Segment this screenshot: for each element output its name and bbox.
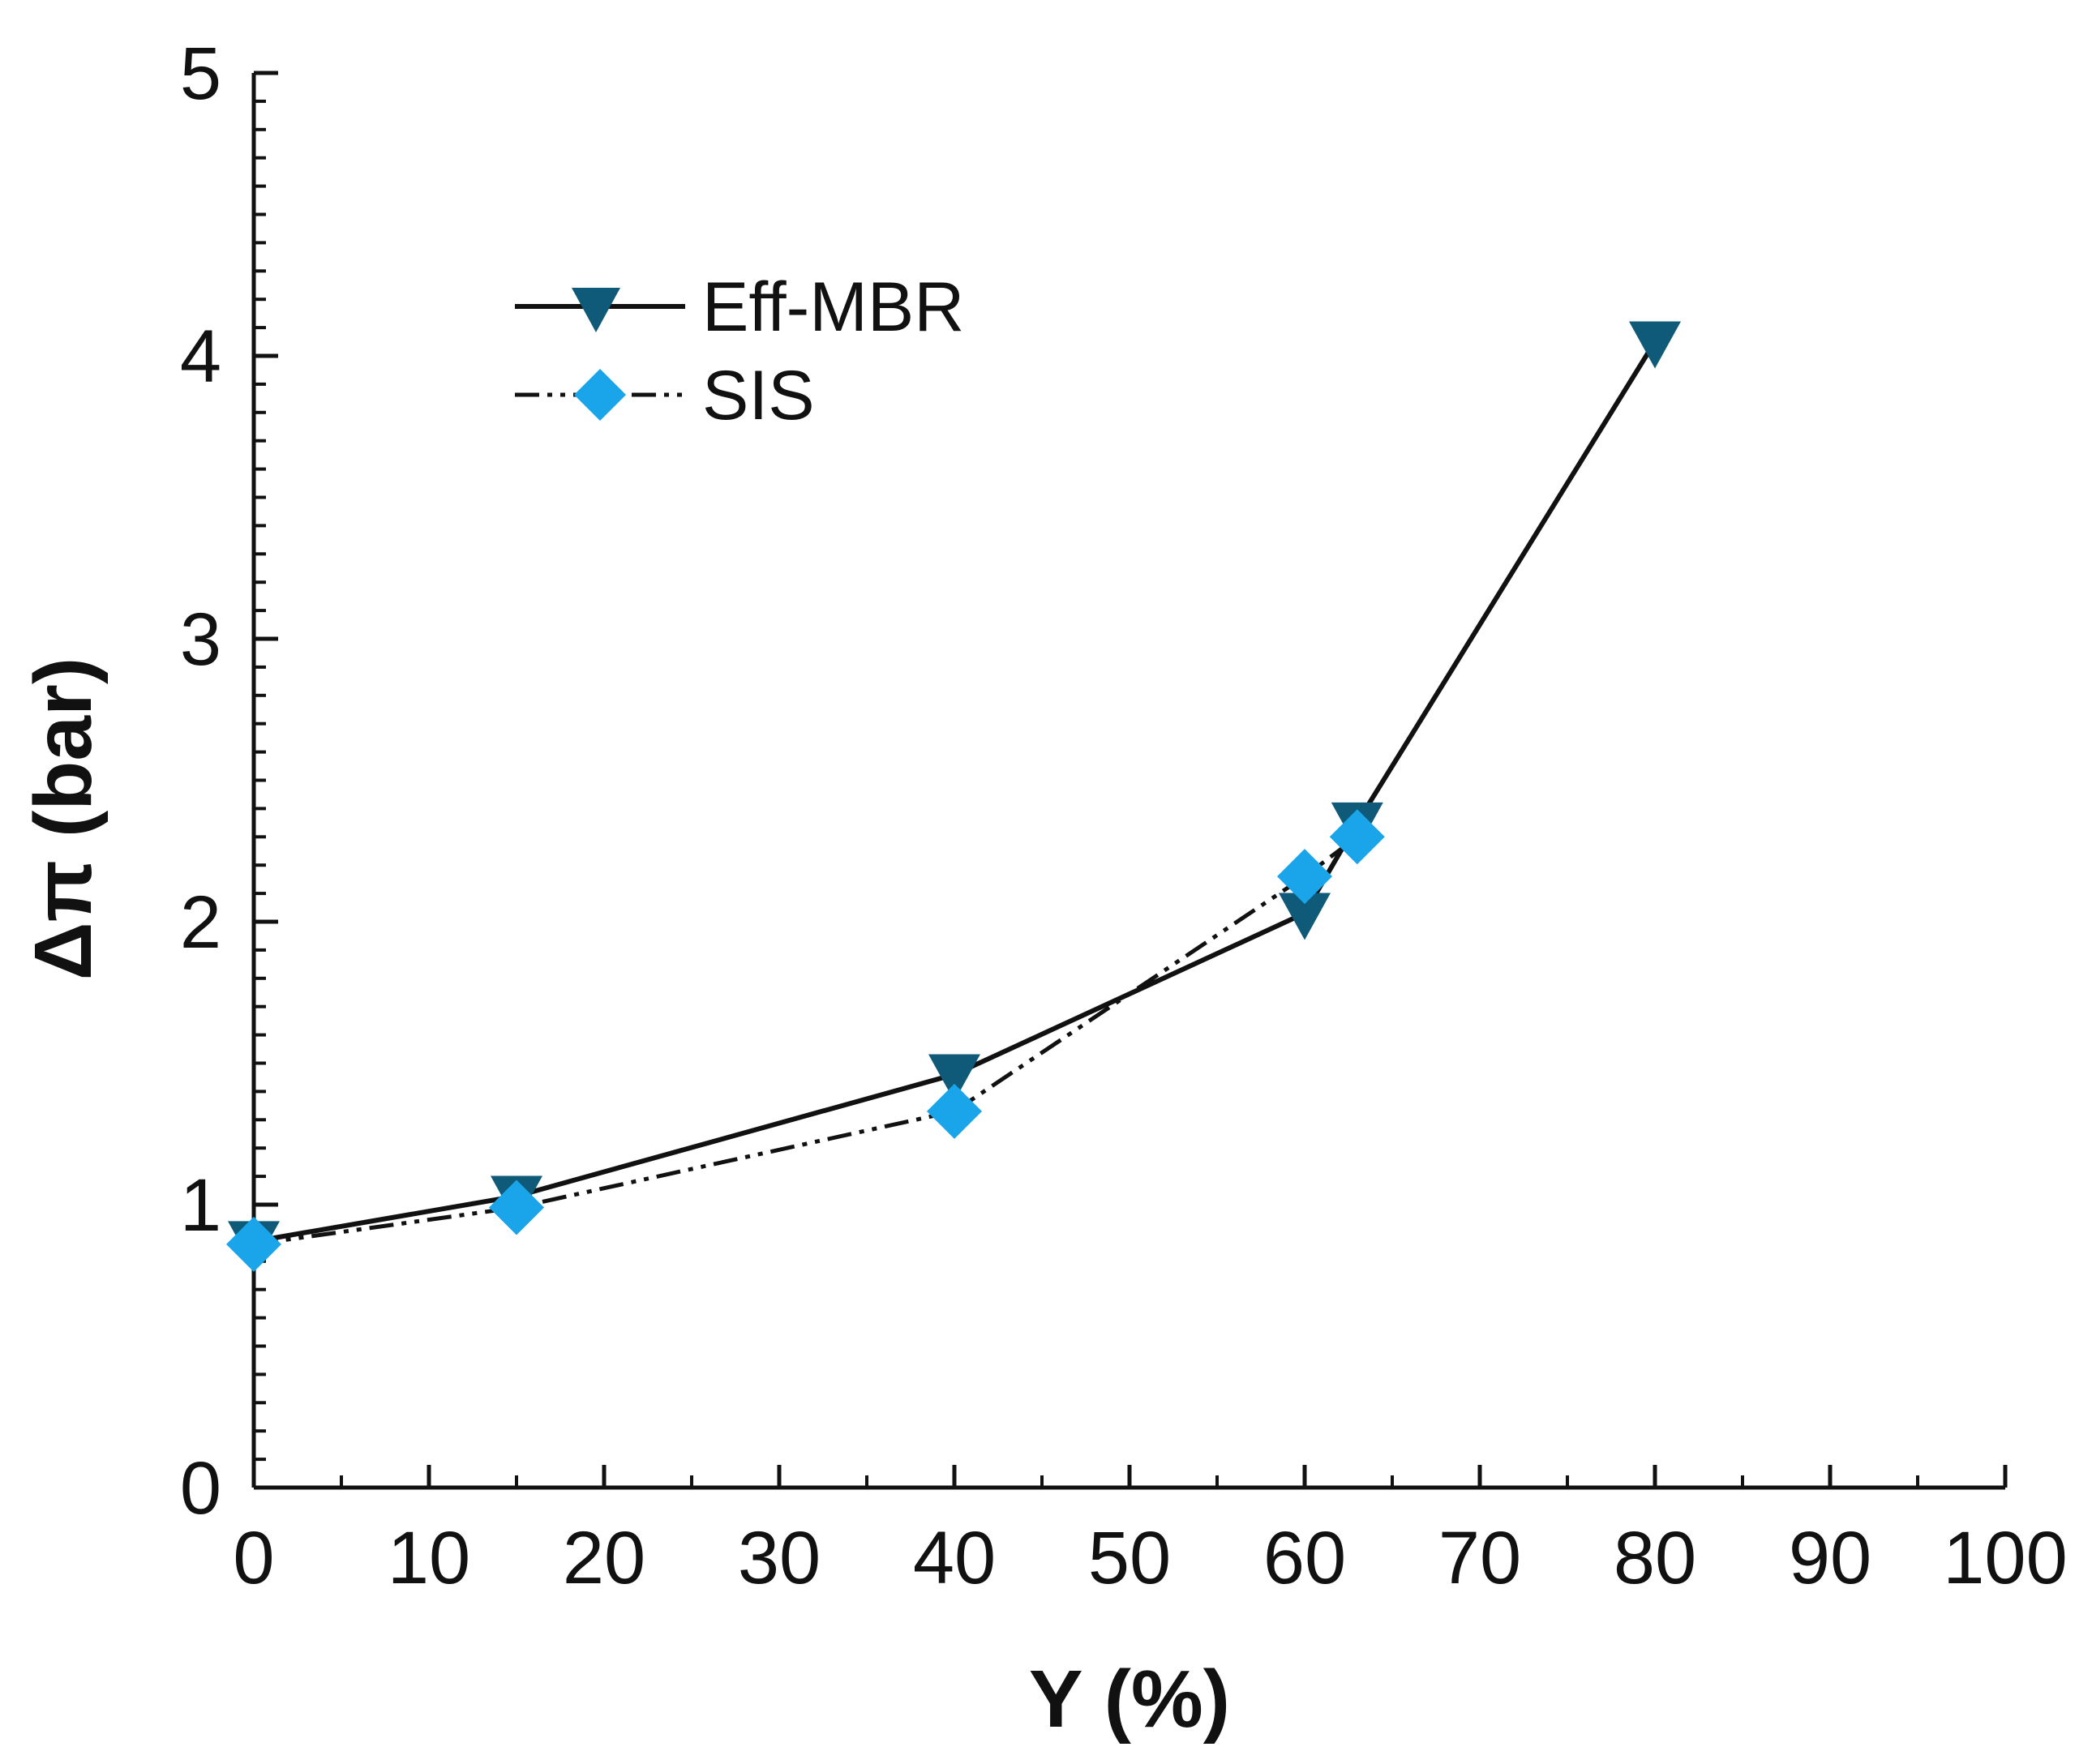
series-line-sis	[253, 835, 1359, 1247]
y-tick-label: 2	[180, 881, 221, 964]
x-tick-label: 50	[1088, 1517, 1171, 1599]
x-axis-title: Y (%)	[1029, 1654, 1230, 1745]
x-tick-label: 10	[388, 1517, 470, 1599]
data-point-sis	[489, 1180, 544, 1235]
y-tick-label: 4	[180, 315, 221, 398]
x-tick-label: 0	[233, 1517, 274, 1599]
x-tick-label: 60	[1263, 1517, 1346, 1599]
data-point-sis	[1277, 849, 1332, 905]
data-point-sis	[226, 1216, 281, 1272]
axes-layer: 0 10 20 30 40 50 60 70 80 90 100 0 1 2 3 4 5	[180, 32, 2068, 1599]
data-point-sis	[927, 1083, 982, 1139]
legend-label-sis: SIS	[702, 357, 815, 435]
data-point-sis	[1329, 809, 1385, 865]
data-point-eff-mbr	[1629, 321, 1681, 369]
legend-marker-eff-mbr	[572, 288, 620, 332]
data-point-eff-mbr	[928, 1054, 980, 1102]
data-point-eff-mbr	[1279, 893, 1331, 940]
y-tick-label: 3	[180, 598, 221, 681]
legend-marker-sis	[574, 369, 626, 421]
x-tick-label: 90	[1789, 1517, 1871, 1599]
x-tick-label: 20	[563, 1517, 645, 1599]
x-tick-label: 40	[913, 1517, 996, 1599]
x-tick-label: 80	[1614, 1517, 1696, 1599]
y-tick-label: 1	[180, 1164, 221, 1247]
x-tick-label: 30	[738, 1517, 821, 1599]
x-tick-label: 100	[1943, 1517, 2068, 1599]
y-axis-title: Δπ (bar)	[18, 657, 109, 980]
y-tick-label: 5	[180, 32, 221, 115]
x-tick-label: 70	[1438, 1517, 1521, 1599]
legend-label-eff-mbr: Eff-MBR	[702, 268, 964, 346]
y-tick-label: 0	[180, 1447, 221, 1530]
series-markers	[226, 321, 1681, 1272]
legend: Eff-MBR SIS	[515, 268, 964, 435]
